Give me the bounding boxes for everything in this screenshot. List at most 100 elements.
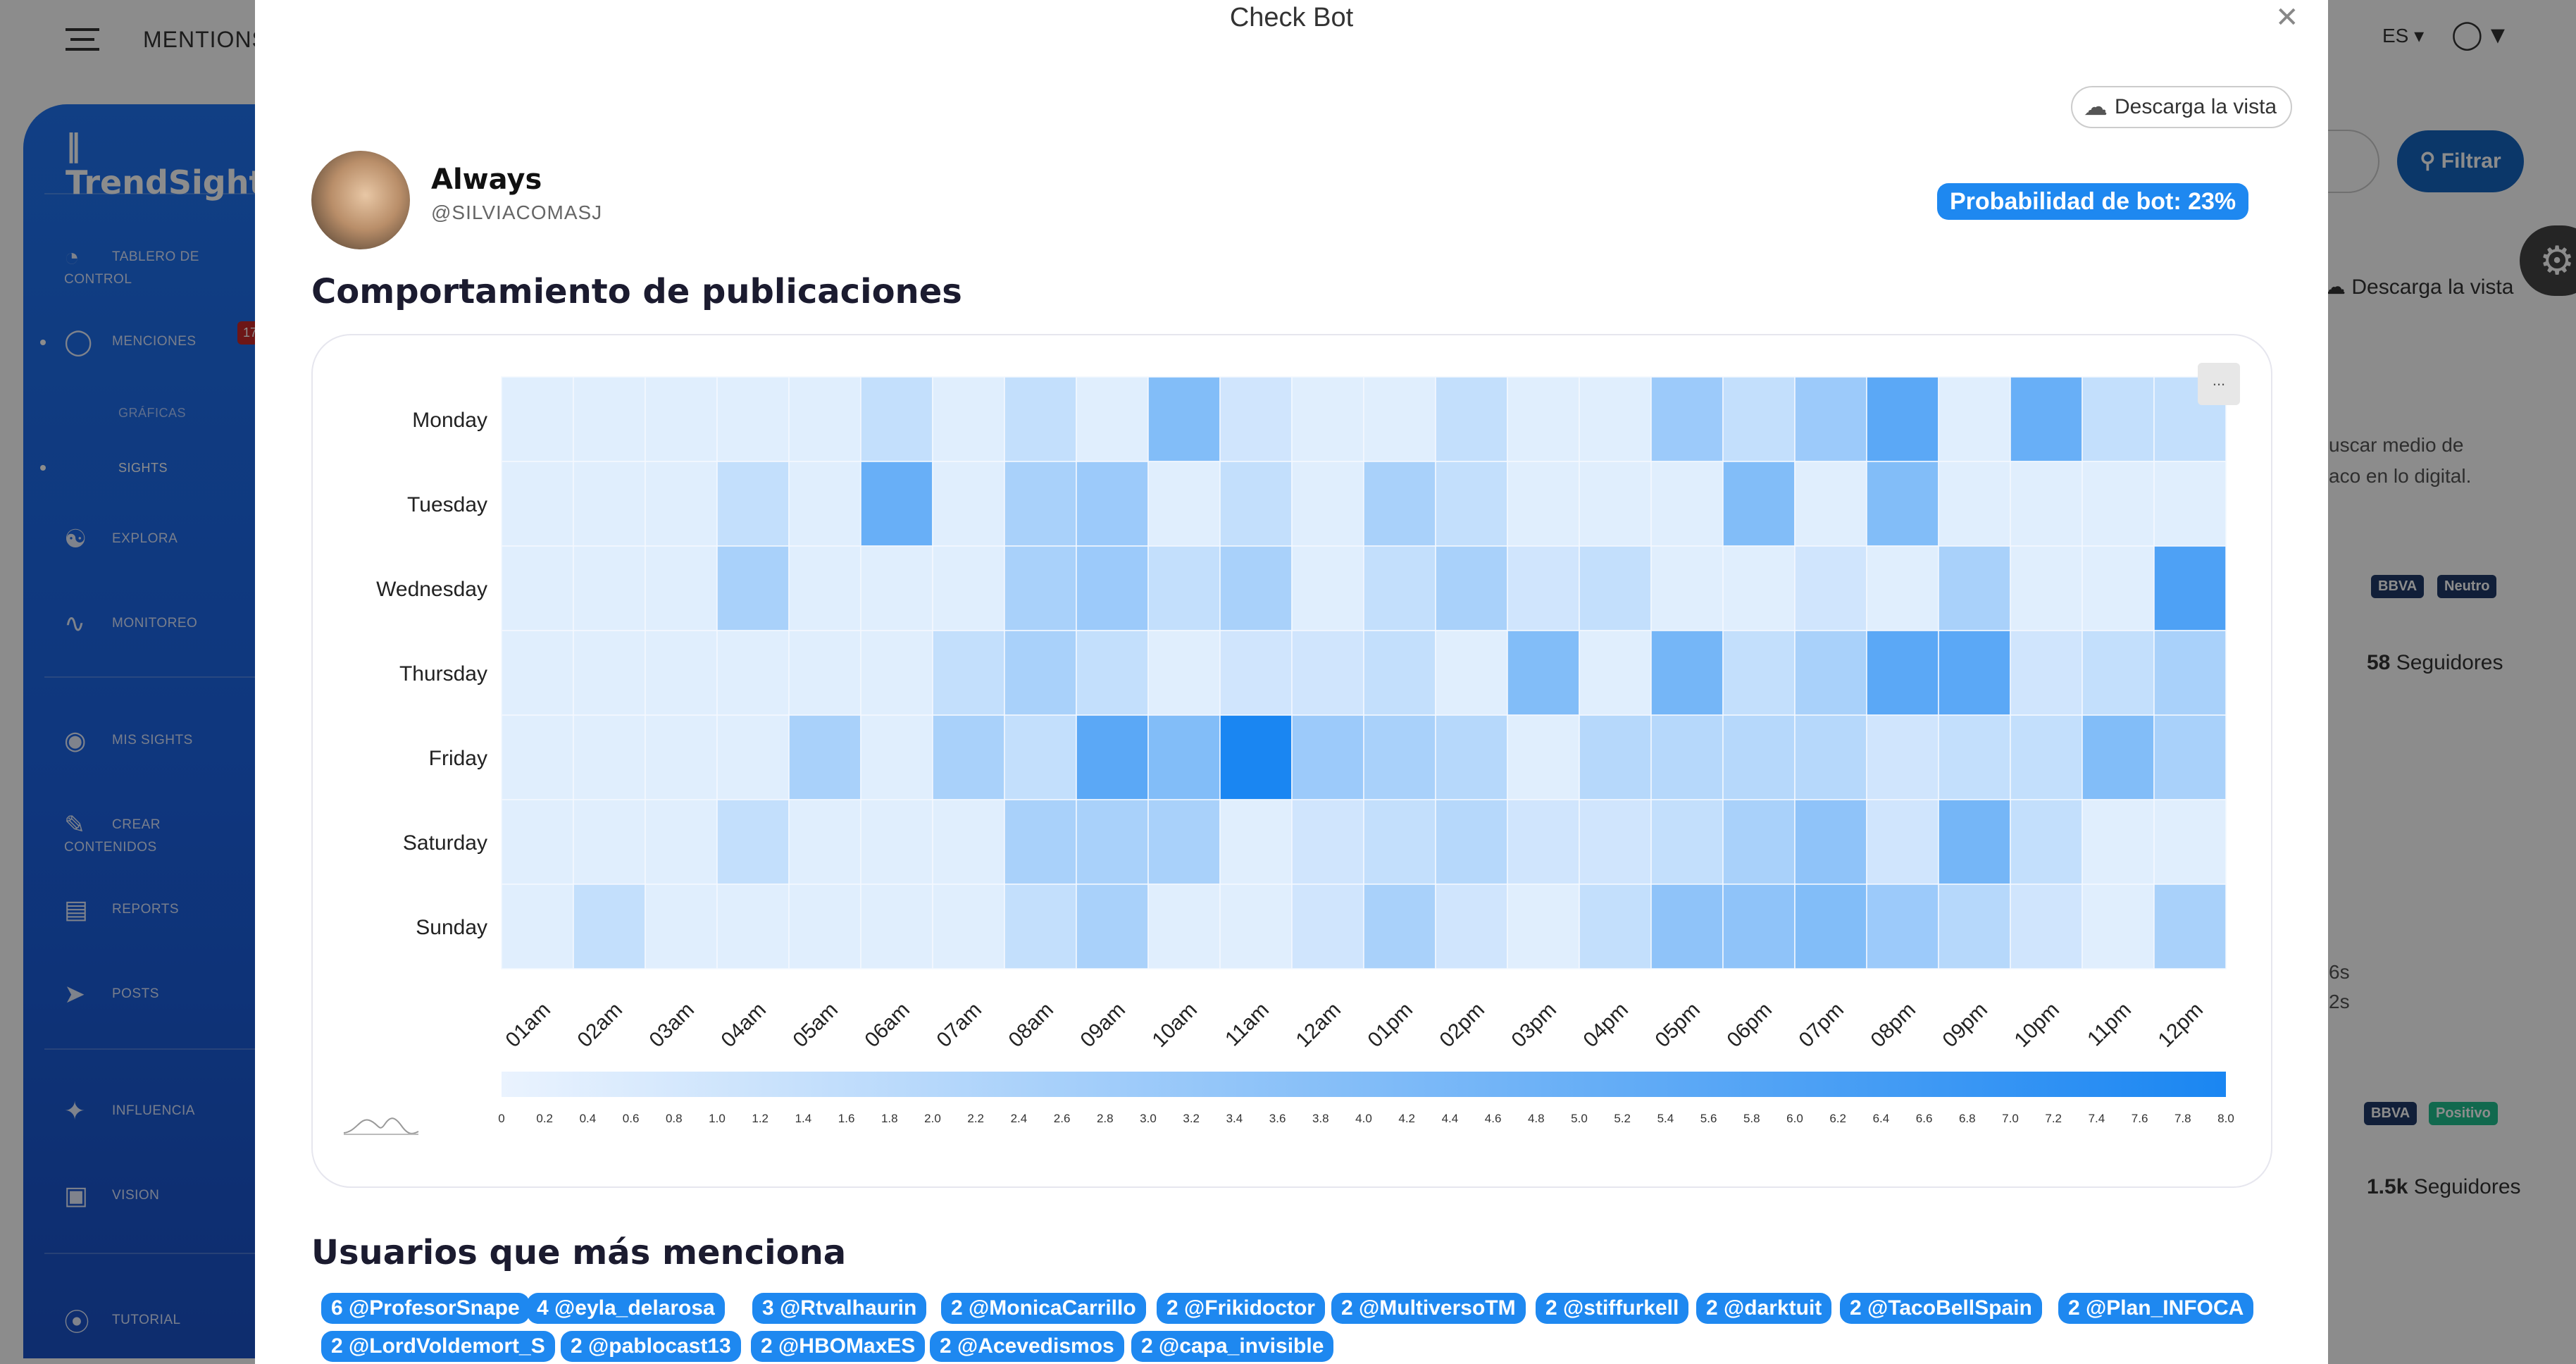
color-scale-tick-label: 0.2 [536, 1112, 553, 1125]
heatmap-cell [1650, 714, 1724, 800]
mentions-count-badge: 17 [237, 321, 256, 345]
sidebar-item-menciones[interactable]: ◯ MENCIONES [64, 327, 197, 356]
sidebar: ‖TrendSights ◔TABLERO DE CONTROL ◯ MENCIO… [23, 104, 256, 1358]
heatmap-cell [716, 376, 790, 462]
mentioned-user-chip[interactable]: 3 @Rtvalhaurin [752, 1293, 927, 1324]
sidebar-item-influencia[interactable]: ✦ INFLUENCIA [64, 1096, 195, 1126]
color-scale-tick-label: 8.0 [2217, 1112, 2234, 1125]
heatmap-cell [1507, 799, 1580, 885]
heatmap-cell [1219, 630, 1293, 716]
mentioned-user-chip[interactable]: 4 @eyla_delarosa [527, 1293, 725, 1324]
heatmap-cell [573, 545, 646, 631]
mentioned-user-chip[interactable]: 2 @capa_invisible [1131, 1331, 1334, 1362]
heatmap-cell [1004, 461, 1077, 547]
color-scale-tick-label: 7.0 [2002, 1112, 2019, 1125]
mentioned-user-chip[interactable]: 2 @Frikidoctor [1157, 1293, 1325, 1324]
heatmap-cell [1722, 630, 1796, 716]
heatmap-cell [716, 545, 790, 631]
heatmap-cell [1579, 376, 1652, 462]
mentioned-user-chip[interactable]: 2 @stiffurkell [1536, 1293, 1689, 1324]
sidebar-item-vision[interactable]: ▣ VISION [64, 1181, 159, 1210]
brand-logo: ‖TrendSights [66, 125, 256, 202]
heatmap-cell [1866, 799, 1939, 885]
color-scale-tick-label: 3.2 [1183, 1112, 1200, 1125]
mention-card [2325, 335, 2557, 737]
heatmap-cell [1147, 884, 1221, 969]
mention-text: uscar medio de [2329, 434, 2464, 456]
heatmap-cell [1579, 461, 1652, 547]
sidebar-item-monitoreo[interactable]: ∿ MONITOREO [64, 609, 197, 638]
heatmap-x-label: 12pm [2154, 998, 2208, 1052]
color-scale-tick-label: 5.4 [1657, 1112, 1674, 1125]
mentioned-user-chip[interactable]: 2 @MultiversoTM [1331, 1293, 1526, 1324]
sidebar-item-crear-contenidos[interactable]: ✎ CREAR CONTENIDOS [64, 810, 256, 855]
mentioned-user-chip[interactable]: 2 @LordVoldemort_S [321, 1331, 555, 1362]
sidebar-item-explora[interactable]: ☯ EXPLORA [64, 524, 178, 554]
heatmap-cell [716, 714, 790, 800]
heatmap-x-label: 07am [933, 998, 986, 1052]
gear-icon[interactable]: ⚙ [2520, 225, 2576, 296]
heatmap-cell [573, 461, 646, 547]
mentioned-user-chip[interactable]: 2 @TacoBellSpain [1840, 1293, 2042, 1324]
chart-menu-button[interactable]: ... [2198, 363, 2240, 405]
sidebar-divider [44, 193, 256, 194]
heatmap-x-label: 04pm [1579, 998, 1633, 1052]
pulse-icon: ∿ [64, 609, 86, 638]
user-name: Always [431, 163, 542, 196]
mentioned-user-chip[interactable]: 2 @Acevedismos [930, 1331, 1124, 1362]
download-view-button-bg[interactable]: ☁ Descarga la vista [2325, 275, 2513, 299]
heatmap-cell [1579, 714, 1652, 800]
heatmap-cell [1650, 630, 1724, 716]
posting-heatmap: Monday Tuesday Wednesday Thursday Friday Satu… [376, 376, 2234, 1125]
heatmap-cell [1938, 461, 2011, 547]
rocket-icon: ✦ [64, 1096, 86, 1125]
mentioned-user-chip[interactable]: 6 @ProfesorSnape [321, 1293, 530, 1324]
heatmap-cell [1219, 714, 1293, 800]
mentioned-user-chip[interactable]: 2 @Plan_INFOCA [2058, 1293, 2254, 1324]
sidebar-subitem-sights[interactable]: SIGHTS [118, 461, 168, 475]
user-icon[interactable]: ◯ ▾ [2451, 19, 2505, 50]
language-selector[interactable]: ES ▾ [2382, 25, 2425, 46]
heatmap-cell [932, 630, 1005, 716]
heatmap-cell [1938, 714, 2011, 800]
followers-count: 1.5k Seguidores [2367, 1175, 2521, 1199]
sidebar-item-tutorial[interactable]: ⦿ TUTORIAL [64, 1302, 181, 1339]
menu-icon[interactable] [66, 28, 99, 52]
heatmap-cell [1076, 461, 1149, 547]
heatmap-cell [1219, 461, 1293, 547]
report-icon: ▤ [64, 895, 89, 924]
heatmap-cell [1866, 714, 1939, 800]
heatmap-cell [1435, 545, 1508, 631]
filter-button[interactable]: ⚲ Filtrar [2397, 130, 2524, 192]
followers-value: 1.5k [2367, 1175, 2408, 1198]
heatmap-cell [860, 799, 933, 885]
download-view-button[interactable]: ☁ Descarga la vista [2071, 86, 2292, 128]
color-scale-tick-label: 7.4 [2089, 1112, 2105, 1125]
heatmap-x-label: 01pm [1364, 998, 1417, 1052]
heatmap-cell [2082, 461, 2155, 547]
sidebar-item-label: MENCIONES [112, 334, 197, 349]
sidebar-item-dashboard[interactable]: ◔ TABLERO DE CONTROL [64, 242, 256, 287]
color-scale-tick-label: 1.2 [752, 1112, 769, 1125]
heatmap-cell [1794, 376, 1867, 462]
mentioned-user-chip[interactable]: 2 @HBOMaxES [751, 1331, 926, 1362]
language-label: ES [2382, 25, 2409, 46]
heatmap-cell [1794, 799, 1867, 885]
mentioned-user-chip[interactable]: 2 @darktuit [1696, 1293, 1832, 1324]
download-label: Descarga la vista [2351, 275, 2514, 299]
sidebar-item-reports[interactable]: ▤ REPORTS [64, 895, 179, 924]
color-scale-tick-label: 5.8 [1743, 1112, 1760, 1125]
active-dot [40, 465, 46, 471]
heatmap-cell [1363, 545, 1436, 631]
heatmap-cell [1435, 461, 1508, 547]
sidebar-item-mis-sights[interactable]: ◉ MIS SIGHTS [64, 726, 193, 755]
sidebar-item-posts[interactable]: ➤ POSTS [64, 979, 159, 1009]
close-icon[interactable]: ✕ [2275, 2, 2299, 33]
mentioned-user-chip[interactable]: 2 @MonicaCarrillo [941, 1293, 1146, 1324]
heatmap-cell [1219, 376, 1293, 462]
sidebar-subitem-graficas[interactable]: GRÁFICAS [118, 406, 187, 420]
behavior-section-title: Comportamiento de publicaciones [311, 272, 962, 311]
mentioned-user-chip[interactable]: 2 @pablocast13 [561, 1331, 741, 1362]
followers-label: Seguidores [2396, 651, 2503, 674]
heatmap-x-label: 11am [1221, 998, 1274, 1051]
